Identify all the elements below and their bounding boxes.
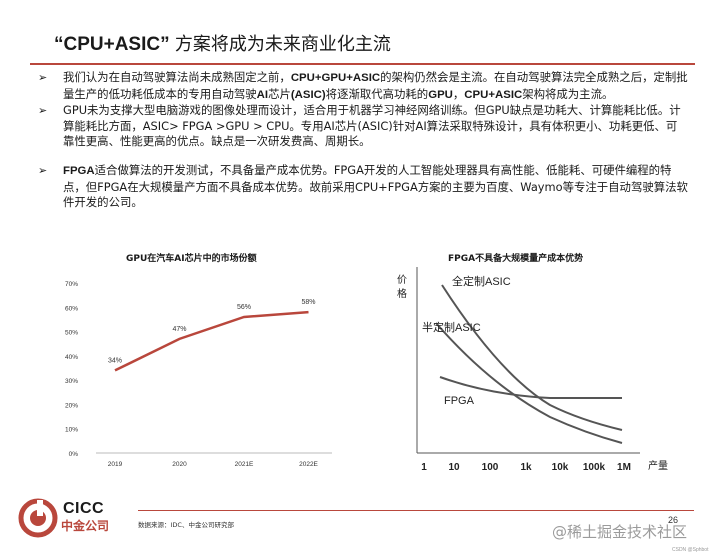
bullet-text: 架构将成为主流。: [522, 86, 614, 101]
page-title: “CPU+ASIC” 方案将成为未来商业化主流: [54, 30, 391, 56]
y-tick-label: 60%: [65, 305, 78, 312]
bullet-text: CPU+GPU+ASIC: [290, 72, 381, 84]
series-line: [114, 310, 309, 372]
bullet-text: 将逐渐取代高功耗的: [325, 86, 429, 101]
data-label: 56%: [237, 304, 251, 311]
gpu-share-chart: 0% 10% 20% 30% 40% 50% 60% 70% 2019 2020 2021E 2022…: [65, 281, 332, 468]
y-tick-label: 70%: [65, 281, 78, 288]
title-cn: 方案将成为未来商业化主流: [174, 34, 391, 55]
series-line: [435, 322, 623, 444]
x-axis-label: 产量: [648, 459, 668, 472]
bullet-marker: ➢: [38, 71, 48, 84]
page-number: 26: [668, 515, 679, 525]
watermark: @稀土掘金技术社区: [552, 523, 688, 541]
chart1-title: GPU在汽车AI芯片中的市场份额: [126, 254, 257, 264]
series-line: [439, 376, 622, 399]
bullet-marker: ➢: [38, 104, 48, 118]
bullet-text: 芯片: [268, 86, 291, 101]
x-tick-label: 1M: [617, 462, 631, 473]
bullet-marker: ➢: [38, 163, 48, 177]
series-label: 全定制ASIC: [452, 274, 511, 288]
data-label: 58%: [301, 299, 315, 306]
bullet-item: ➢ FPGA适合做算法的开发测试，不具备量产成本优势。FPGA开发的人工智能处理器…: [38, 163, 688, 211]
data-label: 34%: [108, 357, 122, 364]
series-label: 半定制ASIC: [422, 320, 481, 334]
x-tick-label: 1: [421, 462, 427, 473]
x-tick-label: 2020: [172, 461, 187, 468]
y-tick-label: 40%: [65, 354, 78, 361]
x-tick-label: 1k: [520, 462, 532, 473]
bullet-text: 的架构仍然会是主流。在自动驾驶算法完全成熟之后，定制批量生产的低功耗低成本的专用…: [63, 70, 688, 101]
bullet-text: 我们认为在自动驾驶算法尚未成熟固定之前，: [63, 70, 291, 84]
bullet-item: ➢ 我们认为在自动驾驶算法尚未成熟固定之前，CPU+GPU+ASIC的架构仍然会是…: [38, 70, 688, 103]
x-tick-label: 2021E: [235, 461, 254, 468]
y-axis-label: 价: [397, 274, 407, 286]
series-label: FPGA: [444, 395, 475, 407]
x-tick-label: 10k: [552, 462, 569, 473]
x-tick-label: 2022E: [299, 461, 318, 468]
logo-en: CICC: [63, 500, 105, 517]
y-tick-label: 20%: [65, 402, 78, 409]
footer-source: 数据来源：IDC、中金公司研究部: [138, 521, 234, 529]
bullet-text: AI: [256, 88, 269, 101]
title-rule: [30, 63, 695, 65]
x-tick-label: 2019: [108, 461, 123, 468]
bullet-text: GPU: [428, 88, 453, 101]
data-label: 47%: [172, 326, 186, 333]
x-tick-label: 10: [448, 462, 460, 473]
bullet-text: FPGA: [63, 164, 95, 177]
cicc-logo-icon: [18, 498, 58, 538]
bottom-rule: [138, 510, 694, 511]
logo: [18, 498, 138, 538]
y-tick-label: 10%: [65, 427, 78, 434]
x-tick-label: 100: [482, 462, 499, 473]
bullet-text: (ASIC): [290, 88, 326, 101]
title-en: “CPU+ASIC”: [54, 34, 170, 55]
bullet-text: 适合做算法的开发测试，不具备量产成本优势。FPGA开发的人工智能处理器具有高性能…: [63, 162, 688, 210]
logo-cn: 中金公司: [61, 519, 110, 533]
bullet-text: ，: [452, 86, 465, 101]
watermark-sub: CSDN @Sphbot: [672, 547, 709, 553]
bullet-text: CPU+ASIC: [464, 88, 523, 101]
chart2-title: FPGA不具备大规模量产成本优势: [448, 254, 584, 264]
bullet-list: ➢ 我们认为在自动驾驶算法尚未成熟固定之前，CPU+GPU+ASIC的架构仍然会是…: [38, 70, 688, 211]
y-tick-label: 50%: [65, 330, 78, 337]
y-axis-label: 格: [397, 287, 407, 300]
x-tick-label: 100k: [583, 462, 606, 473]
series-line: [441, 284, 623, 431]
y-tick-label: 30%: [65, 378, 78, 385]
bullet-text: GPU未为支撑大型电脑游戏的图像处理而设计，适合用于机器学习神经网络训练。但GP…: [63, 103, 681, 149]
bullet-item: ➢ GPU未为支撑大型电脑游戏的图像处理而设计，适合用于机器学习神经网络训练。但G…: [38, 103, 688, 150]
y-tick-label: 0%: [69, 451, 79, 458]
